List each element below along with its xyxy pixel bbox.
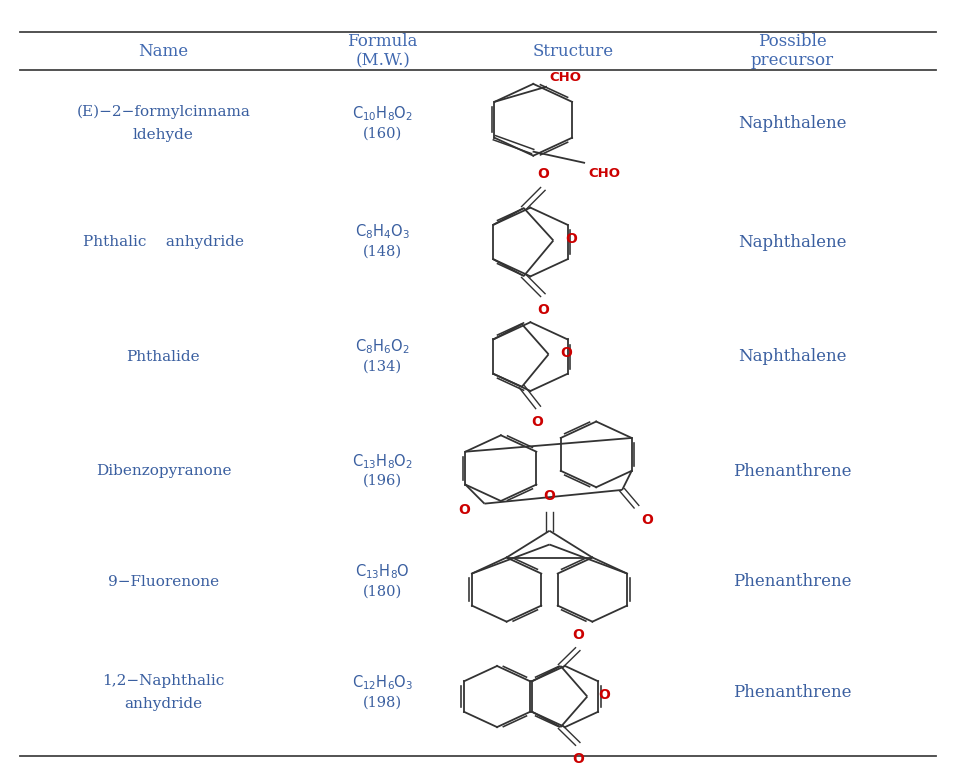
Text: O: O: [458, 503, 470, 517]
Text: CHO: CHO: [550, 71, 582, 83]
Text: Phenanthrene: Phenanthrene: [733, 574, 852, 591]
Text: (196): (196): [363, 474, 402, 488]
Text: 1,2−Naphthalic: 1,2−Naphthalic: [102, 675, 225, 688]
Text: Naphthalene: Naphthalene: [738, 115, 847, 132]
Text: Phenanthrene: Phenanthrene: [733, 685, 852, 701]
Text: CHO: CHO: [588, 167, 619, 179]
Text: anhydride: anhydride: [124, 697, 203, 711]
Text: (148): (148): [363, 245, 402, 259]
Text: Phenanthrene: Phenanthrene: [733, 463, 852, 480]
Text: precursor: precursor: [751, 52, 835, 69]
Text: O: O: [532, 415, 543, 429]
Text: 9−Fluorenone: 9−Fluorenone: [108, 575, 219, 589]
Text: O: O: [566, 232, 577, 246]
Text: O: O: [598, 688, 611, 702]
Text: O: O: [560, 346, 572, 360]
Text: O: O: [641, 513, 653, 527]
Text: O: O: [572, 628, 584, 641]
Text: $\mathrm{C_{12}H_6O_3}$: $\mathrm{C_{12}H_6O_3}$: [352, 674, 413, 692]
Text: $\mathrm{C_{13}H_8O}$: $\mathrm{C_{13}H_8O}$: [356, 563, 410, 581]
Text: $\mathrm{C_8H_4O_3}$: $\mathrm{C_8H_4O_3}$: [356, 223, 410, 242]
Text: ldehyde: ldehyde: [133, 128, 194, 142]
Text: $\mathrm{C_{13}H_8O_2}$: $\mathrm{C_{13}H_8O_2}$: [352, 452, 413, 470]
Text: (E)−2−formylcinnama: (E)−2−formylcinnama: [76, 105, 250, 119]
Text: Structure: Structure: [532, 42, 614, 59]
Text: (198): (198): [363, 695, 402, 710]
Text: Phthalide: Phthalide: [126, 350, 200, 363]
Text: $\mathrm{C_8H_6O_2}$: $\mathrm{C_8H_6O_2}$: [356, 337, 410, 356]
Text: (134): (134): [363, 360, 402, 373]
Text: (180): (180): [363, 585, 402, 599]
Text: Possible: Possible: [758, 32, 827, 49]
Text: (160): (160): [363, 126, 402, 141]
Text: $\mathrm{C_{10}H_8O_2}$: $\mathrm{C_{10}H_8O_2}$: [352, 104, 413, 123]
Text: Formula: Formula: [347, 32, 418, 49]
Text: Naphthalene: Naphthalene: [738, 348, 847, 365]
Text: Naphthalene: Naphthalene: [738, 233, 847, 250]
Text: O: O: [544, 489, 555, 504]
Text: (M.W.): (M.W.): [356, 52, 410, 69]
Text: Phthalic    anhydride: Phthalic anhydride: [83, 235, 244, 249]
Text: O: O: [572, 752, 584, 765]
Text: Name: Name: [139, 42, 188, 59]
Text: O: O: [537, 303, 549, 316]
Text: O: O: [537, 167, 549, 181]
Text: Dibenzopyranone: Dibenzopyranone: [96, 464, 231, 478]
